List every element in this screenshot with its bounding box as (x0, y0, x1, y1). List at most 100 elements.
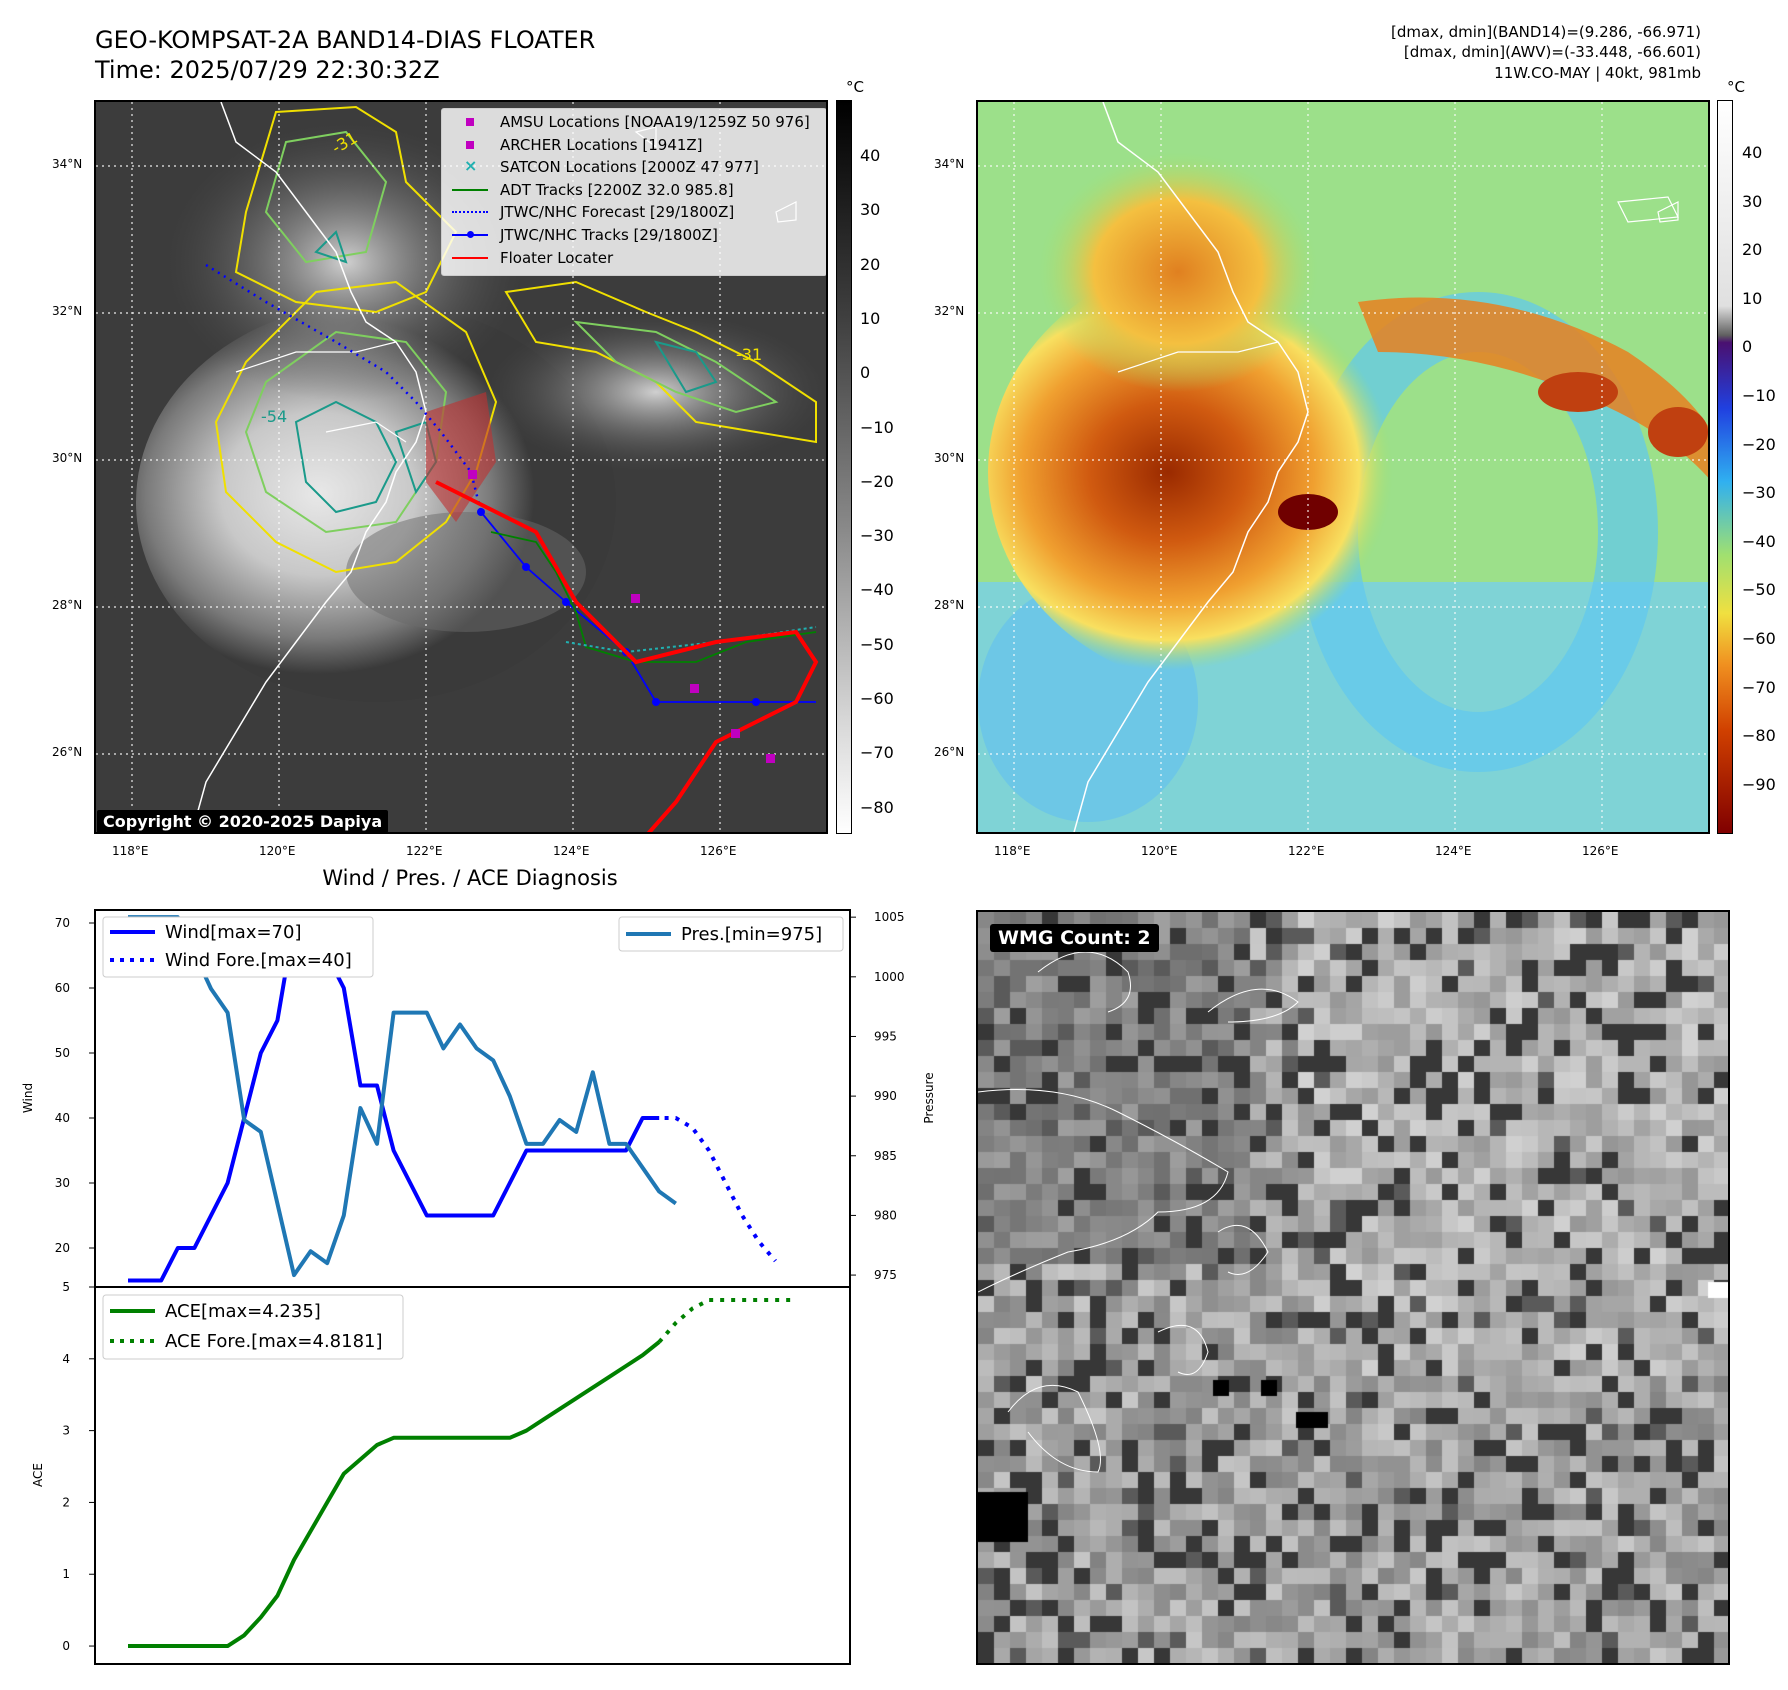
lon-label: 126°E (1582, 844, 1619, 858)
ace-ytick-label: 2 (62, 1495, 70, 1509)
colorbar-tick-label: 40 (1742, 143, 1763, 162)
ir-colorbar-unit: °C (846, 78, 864, 96)
wind-ytick-label: 30 (55, 1176, 70, 1190)
series-line-pres- (128, 915, 677, 1278)
colorbar-tick-label: −90 (1742, 774, 1776, 794)
ir-map-panel: -31 -31 -54 (94, 100, 828, 834)
colorbar-tick-label: −10 (1742, 386, 1776, 405)
colorbar-tick-label: 10 (860, 308, 881, 328)
legend-item-satcon: × SATCON Locations [2000Z 47 977] (464, 156, 759, 176)
legend-label-pres: Pres.[min=975] (681, 924, 822, 945)
figure-time: Time: 2025/07/29 22:30:32Z (95, 56, 440, 84)
jtwc-track-points (477, 508, 760, 706)
colorbar-tick-label: −50 (1742, 580, 1776, 600)
dmax-band14: [dmax, dmin](BAND14)=(9.286, -66.971) (1390, 23, 1701, 41)
series-line-wind (128, 921, 660, 1283)
legend-item-floater: Floater Locater (452, 247, 613, 269)
lon-label: 118°E (994, 844, 1031, 858)
awv-colorbar (1717, 100, 1733, 834)
lon-label: 120°E (259, 844, 296, 858)
lat-label: 26°N (934, 745, 965, 759)
colorbar-tick-label: −30 (1742, 483, 1776, 503)
colorbar-tick-label: −40 (1742, 531, 1776, 551)
colorbar-tick-label: −70 (860, 743, 894, 763)
pressure-ytick-label: 995 (874, 1029, 897, 1043)
lon-label: 124°E (1435, 844, 1472, 858)
contour-label: -54 (261, 407, 287, 426)
legend-item-adt: ADT Tracks [2200Z 32.0 985.8] (452, 179, 734, 201)
pressure-ytick-label: 985 (874, 1149, 897, 1163)
colorbar-tick-label: −60 (860, 689, 894, 708)
wind-ytick-label: 20 (55, 1241, 70, 1255)
wmg-coastline (978, 951, 1299, 1473)
wind-ytick-label: 60 (55, 981, 70, 995)
pressure-ytick-label: 975 (874, 1268, 897, 1282)
colorbar-tick-label: 0 (1742, 337, 1753, 357)
colorbar-tick-label: 30 (1742, 191, 1763, 211)
colorbar-tick-label: 20 (1742, 240, 1763, 260)
pres-legend: Pres.[min=975] (618, 916, 844, 952)
contour-label: -31 (736, 345, 762, 364)
legend-item-jtwc-tracks: JTWC/NHC Tracks [29/1800Z] (452, 224, 718, 246)
ace-ytick-label: 0 (62, 1639, 70, 1653)
lat-label: 34°N (934, 157, 965, 171)
map-legend: AMSU Locations [NOAA19/1259Z 50 976] ARC… (441, 108, 826, 276)
lat-label: 28°N (934, 598, 965, 612)
colorbar-tick-label: −70 (1742, 677, 1776, 697)
legend-label-wind-fore: Wind Fore.[max=40] (165, 950, 352, 971)
colorbar-tick-label: −80 (1742, 726, 1776, 746)
lat-label: 34°N (52, 157, 83, 171)
lon-label: 126°E (700, 844, 737, 858)
diagnosis-chart: 20 30 40 50 60 70 975 980 985 990 995 1000 1005 0 1 2… (21, 909, 936, 1665)
legend-label-ace-fore: ACE Fore.[max=4.8181] (165, 1331, 383, 1352)
colorbar-tick-label: 0 (860, 363, 871, 383)
wmg-image (978, 912, 1728, 1663)
lon-label: 120°E (1141, 844, 1178, 858)
lon-label: 124°E (553, 844, 590, 858)
lon-label: 122°E (1288, 844, 1325, 858)
wind-legend: Wind[max=70] Wind Fore.[max=40] (102, 916, 374, 978)
ace-ytick-label: 3 (62, 1424, 70, 1438)
lat-label: 26°N (52, 745, 83, 759)
colorbar-tick-label: −50 (860, 634, 894, 654)
legend-label-wind: Wind[max=70] (165, 922, 302, 943)
colorbar-tick-label: 40 (860, 146, 881, 165)
lat-label: 30°N (934, 451, 965, 465)
dmax-awv: [dmax, dmin](AWV)=(-33.448, -66.601) (1403, 43, 1701, 61)
colorbar-tick-label: −60 (1742, 629, 1776, 648)
wmg-panel: WMG Count: 2 (976, 910, 1730, 1665)
wind-ytick-label: 50 (55, 1046, 70, 1060)
pressure-ytick-label: 1005 (874, 910, 905, 924)
awv-map-image (978, 102, 1708, 832)
colorbar-tick-label: −30 (860, 526, 894, 546)
colorbar-tick-label: −20 (1742, 434, 1776, 454)
series-line-ace (128, 1340, 661, 1649)
colorbar-tick-label: 10 (1742, 288, 1763, 308)
figure-title: GEO-KOMPSAT-2A BAND14-DIAS FLOATER (95, 26, 596, 54)
colorbar-tick-label: −40 (860, 580, 894, 600)
awv-colorbar-unit: °C (1727, 78, 1745, 96)
lat-label: 32°N (52, 304, 83, 318)
lat-label: 30°N (52, 451, 83, 465)
legend-label-ace: ACE[max=4.235] (165, 1301, 321, 1322)
ace-ytick-label: 4 (62, 1352, 70, 1366)
colorbar-tick-label: −10 (860, 417, 894, 437)
wmg-count-badge: WMG Count: 2 (990, 924, 1159, 952)
ace-ytick-label: 1 (62, 1567, 70, 1581)
colorbar-tick-label: 20 (860, 254, 881, 274)
ace-ytick-label: 5 (62, 1280, 70, 1294)
wind-axis-label: Wind (21, 1083, 35, 1113)
lat-label: 28°N (52, 598, 83, 612)
legend-item-archer: ARCHER Locations [1941Z] (452, 134, 703, 156)
wind-ytick-label: 40 (55, 1111, 70, 1125)
copyright-badge: Copyright © 2020-2025 Dapiya (97, 810, 389, 832)
pressure-ytick-label: 1000 (874, 970, 905, 984)
amsu-locations (468, 470, 775, 763)
legend-item-jtwc-forecast: JTWC/NHC Forecast [29/1800Z] (452, 201, 734, 223)
lat-label: 32°N (934, 304, 965, 318)
pressure-ytick-label: 990 (874, 1089, 897, 1103)
ir-colorbar (836, 100, 852, 834)
diagnosis-chart-title: Wind / Pres. / ACE Diagnosis (322, 866, 618, 890)
wind-ytick-label: 70 (55, 916, 70, 930)
series-line-wind-fore- (642, 1116, 777, 1263)
